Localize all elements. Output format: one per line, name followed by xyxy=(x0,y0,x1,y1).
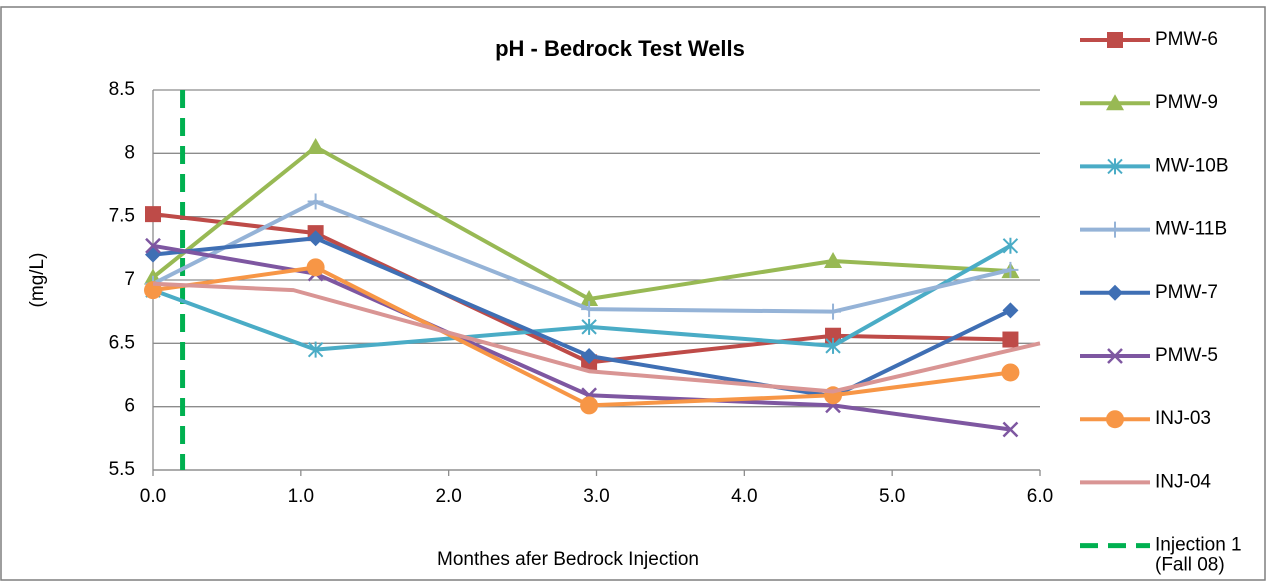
legend-label: INJ-03 xyxy=(1155,408,1211,429)
legend-label: INJ-04 xyxy=(1155,471,1211,492)
legend-label: PMW-7 xyxy=(1155,282,1218,303)
chart-title: pH - Bedrock Test Wells xyxy=(495,36,745,61)
marker xyxy=(1002,261,1019,278)
x-tick-label: 6.0 xyxy=(1027,486,1053,507)
y-tick-label: 7 xyxy=(124,269,135,290)
marker xyxy=(307,341,324,358)
legend-label: MW-10B xyxy=(1155,155,1229,176)
legend-marker xyxy=(1107,32,1123,48)
legend-marker xyxy=(1107,221,1123,238)
marker xyxy=(580,396,599,415)
marker xyxy=(825,327,842,344)
marker xyxy=(581,301,598,318)
x-tick-label: 4.0 xyxy=(731,486,757,507)
marker xyxy=(145,206,161,223)
x-tick-label: 0.0 xyxy=(140,486,166,507)
x-axis-label: Monthes afer Bedrock Injection xyxy=(437,549,699,570)
marker xyxy=(306,138,325,154)
marker xyxy=(1002,331,1019,348)
marker xyxy=(145,237,161,254)
marker xyxy=(580,290,599,306)
marker xyxy=(1002,421,1019,438)
y-tick-label: 6.5 xyxy=(109,332,135,353)
y-tick-label: 8 xyxy=(124,142,135,163)
x-tick-label: 5.0 xyxy=(879,486,905,507)
marker xyxy=(1001,363,1020,382)
legend-label: Injection 1 xyxy=(1155,535,1242,556)
legend-label: (Fall 08) xyxy=(1155,555,1225,576)
legend-marker xyxy=(1106,410,1124,429)
x-tick-label: 3.0 xyxy=(583,486,609,507)
y-axis-label: (mg/L) xyxy=(27,253,48,308)
x-tick-label: 2.0 xyxy=(435,486,461,507)
legend-label: PMW-9 xyxy=(1155,92,1218,113)
series-line xyxy=(152,281,1041,394)
legend-marker xyxy=(1106,94,1124,111)
marker xyxy=(825,337,841,354)
marker xyxy=(581,318,597,335)
marker xyxy=(1002,302,1019,319)
legend-label: PMW-5 xyxy=(1155,345,1218,366)
marker xyxy=(1002,237,1019,254)
y-tick-label: 5.5 xyxy=(109,459,135,480)
legend-marker xyxy=(1107,348,1123,364)
marker xyxy=(307,193,324,210)
legend-marker xyxy=(1107,158,1123,175)
legend-marker xyxy=(1107,284,1123,301)
marker xyxy=(824,252,843,268)
marker xyxy=(825,303,842,320)
x-tick-label: 1.0 xyxy=(288,486,314,507)
marker xyxy=(306,258,325,277)
y-tick-label: 6 xyxy=(124,396,135,417)
legend-label: MW-11B xyxy=(1155,219,1227,240)
y-tick-label: 7.5 xyxy=(109,206,135,227)
marker xyxy=(307,230,324,247)
legend-label: PMW-6 xyxy=(1155,29,1218,50)
marker xyxy=(581,348,598,364)
y-tick-label: 8.5 xyxy=(109,79,135,100)
